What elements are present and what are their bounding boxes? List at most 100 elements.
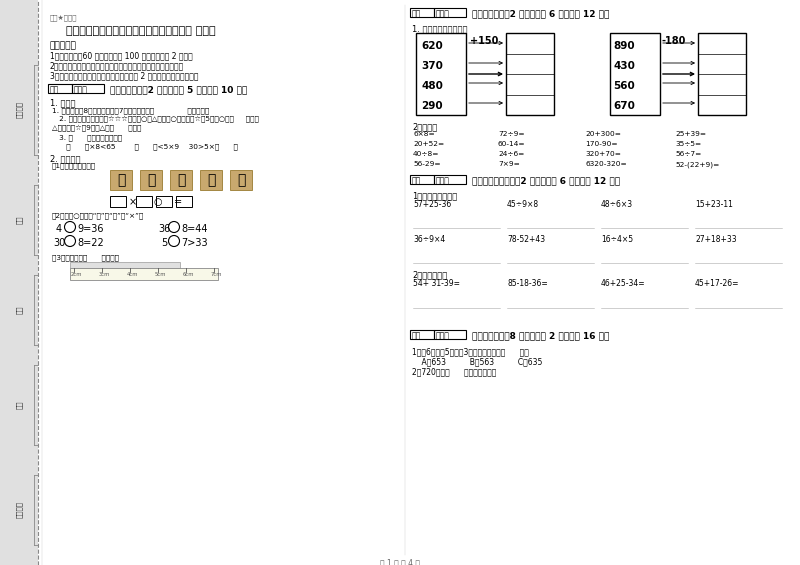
Text: 6×8=: 6×8= bbox=[413, 131, 434, 137]
Text: 得分: 得分 bbox=[50, 85, 59, 94]
Bar bbox=[170, 170, 192, 190]
Text: 54+ 31-39=: 54+ 31-39= bbox=[413, 279, 460, 288]
Text: 20+300=: 20+300= bbox=[585, 131, 621, 137]
Bar bbox=[698, 33, 746, 115]
Text: 45÷9×8: 45÷9×8 bbox=[507, 200, 539, 209]
Text: 8=44: 8=44 bbox=[181, 224, 207, 234]
Bar bbox=[70, 262, 180, 268]
Bar bbox=[176, 196, 192, 207]
Text: ×: × bbox=[129, 197, 137, 207]
Text: 56-29=: 56-29= bbox=[413, 161, 441, 167]
Bar bbox=[434, 8, 466, 17]
Bar bbox=[48, 84, 72, 93]
Text: 290: 290 bbox=[421, 101, 442, 111]
Bar bbox=[416, 33, 466, 115]
Text: 7>33: 7>33 bbox=[181, 238, 208, 248]
Text: 评卷人: 评卷人 bbox=[436, 176, 450, 185]
Bar bbox=[156, 196, 172, 207]
Text: 一、填空题（共2 大题，每题 5 分，共计 10 分）: 一、填空题（共2 大题，每题 5 分，共计 10 分） bbox=[110, 85, 247, 94]
Text: 560: 560 bbox=[613, 81, 634, 91]
Bar bbox=[0, 0, 38, 565]
Text: 1、列竖式算一算。: 1、列竖式算一算。 bbox=[412, 191, 458, 200]
Text: 1、考试时间：60 分钟，满分为 100 分（含卷面分 2 分）。: 1、考试时间：60 分钟，满分为 100 分（含卷面分 2 分）。 bbox=[50, 51, 193, 60]
Text: 🍃: 🍃 bbox=[147, 173, 155, 187]
Text: 15+23-11: 15+23-11 bbox=[695, 200, 733, 209]
Text: （1）、看图填算式：: （1）、看图填算式： bbox=[52, 162, 96, 168]
Text: 8=22: 8=22 bbox=[77, 238, 104, 248]
Text: 6cm: 6cm bbox=[183, 272, 194, 277]
Text: 45+17-26=: 45+17-26= bbox=[695, 279, 739, 288]
Text: 微圈★自用圈: 微圈★自用圈 bbox=[50, 14, 78, 21]
Text: 35÷5=: 35÷5= bbox=[675, 141, 701, 147]
Text: 学校: 学校 bbox=[16, 401, 22, 409]
Text: 评卷人: 评卷人 bbox=[436, 9, 450, 18]
Text: 评卷人: 评卷人 bbox=[436, 331, 450, 340]
Text: 57+25-36: 57+25-36 bbox=[413, 200, 451, 209]
Text: 2、口算。: 2、口算。 bbox=[412, 122, 438, 131]
Text: -180: -180 bbox=[662, 36, 686, 46]
Text: 得分: 得分 bbox=[412, 331, 422, 340]
Text: 170-90=: 170-90= bbox=[585, 141, 618, 147]
Text: 1. 看谁算的又对又快。: 1. 看谁算的又对又快。 bbox=[412, 24, 467, 33]
Text: 72÷9=: 72÷9= bbox=[498, 131, 525, 137]
Text: 16÷4×5: 16÷4×5 bbox=[601, 235, 633, 244]
Text: 620: 620 bbox=[421, 41, 442, 51]
Bar bbox=[410, 330, 434, 339]
Text: 24÷6=: 24÷6= bbox=[498, 151, 524, 157]
Text: 30: 30 bbox=[53, 238, 66, 248]
Text: 评卷人: 评卷人 bbox=[74, 85, 88, 94]
Text: 2、请首先按要求在试卷的指定位置填写您的姓名、班级、学号。: 2、请首先按要求在试卷的指定位置填写您的姓名、班级、学号。 bbox=[50, 61, 184, 70]
Text: 2. 小圆在图画本上画了☆☆☆和一些○和△，其中○的个数是☆的5倍，○有（     ）个，: 2. 小圆在图画本上画了☆☆☆和一些○和△，其中○的个数是☆的5倍，○有（ ）个… bbox=[52, 116, 259, 123]
Text: 第 1 页 共 4 页: 第 1 页 共 4 页 bbox=[380, 558, 420, 565]
Text: （      ）×8<65        （      ）<5×9    30>5×（      ）: （ ）×8<65 （ ）<5×9 30>5×（ ） bbox=[52, 143, 238, 150]
Bar bbox=[110, 170, 132, 190]
Text: 2、720是由（      ）个十组成的。: 2、720是由（ ）个十组成的。 bbox=[412, 367, 496, 376]
Text: 准考证号: 准考证号 bbox=[16, 102, 22, 119]
Text: =: = bbox=[174, 197, 182, 207]
Text: 370: 370 bbox=[421, 61, 443, 71]
Bar bbox=[140, 170, 162, 190]
Text: 85-18-36=: 85-18-36= bbox=[507, 279, 548, 288]
Bar bbox=[434, 330, 466, 339]
Text: 宝鸡市二年级数学上学期全真模拟考试试题 附答案: 宝鸡市二年级数学上学期全真模拟考试试题 附答案 bbox=[66, 26, 216, 36]
Text: 56÷7=: 56÷7= bbox=[675, 151, 702, 157]
Text: 4cm: 4cm bbox=[127, 272, 138, 277]
Text: 装（撕）: 装（撕） bbox=[16, 502, 22, 519]
Bar bbox=[70, 268, 218, 280]
Text: 🍃: 🍃 bbox=[207, 173, 215, 187]
Text: 25+39=: 25+39= bbox=[675, 131, 706, 137]
Text: 480: 480 bbox=[421, 81, 443, 91]
Text: 40÷8=: 40÷8= bbox=[413, 151, 439, 157]
Text: 36÷9×4: 36÷9×4 bbox=[413, 235, 446, 244]
Text: 三、列竖式计算（共2 大题，每题 6 分，共计 12 分）: 三、列竖式计算（共2 大题，每题 6 分，共计 12 分） bbox=[472, 176, 620, 185]
Text: 考试须知：: 考试须知： bbox=[50, 41, 77, 50]
Text: 2cm: 2cm bbox=[71, 272, 82, 277]
Text: 320+70=: 320+70= bbox=[585, 151, 621, 157]
Text: △的个数是☆的9倍，△有（      ）个。: △的个数是☆的9倍，△有（ ）个。 bbox=[52, 125, 142, 132]
Text: 班级: 班级 bbox=[16, 306, 22, 314]
Text: 78-52+43: 78-52+43 bbox=[507, 235, 545, 244]
Text: 1. 填空。: 1. 填空。 bbox=[50, 98, 75, 107]
Text: 7×9=: 7×9= bbox=[498, 161, 520, 167]
Text: 60-14=: 60-14= bbox=[498, 141, 526, 147]
Text: 48÷6×3: 48÷6×3 bbox=[601, 200, 633, 209]
Text: 52-(22+9)=: 52-(22+9)= bbox=[675, 161, 719, 167]
Text: 3. （      ）里最大能填几？: 3. （ ）里最大能填几？ bbox=[52, 134, 122, 141]
Text: A、653          B、563          C、635: A、653 B、563 C、635 bbox=[412, 357, 542, 366]
Bar bbox=[136, 196, 152, 207]
Text: 5: 5 bbox=[161, 238, 167, 248]
Bar bbox=[230, 170, 252, 190]
Bar bbox=[200, 170, 222, 190]
Text: 36: 36 bbox=[158, 224, 170, 234]
Bar bbox=[506, 33, 554, 115]
Text: 46+25-34=: 46+25-34= bbox=[601, 279, 646, 288]
Text: 四、选一选（共8 小题，每题 2 分，共计 16 分）: 四、选一选（共8 小题，每题 2 分，共计 16 分） bbox=[472, 331, 610, 340]
Bar bbox=[410, 8, 434, 17]
Text: 6320-320=: 6320-320= bbox=[585, 161, 626, 167]
Text: 🍃: 🍃 bbox=[117, 173, 125, 187]
Text: 姓名: 姓名 bbox=[16, 216, 22, 224]
Text: 20+52=: 20+52= bbox=[413, 141, 444, 147]
Bar bbox=[110, 196, 126, 207]
Text: 2、竖式计算。: 2、竖式计算。 bbox=[412, 270, 447, 279]
Bar bbox=[610, 33, 660, 115]
